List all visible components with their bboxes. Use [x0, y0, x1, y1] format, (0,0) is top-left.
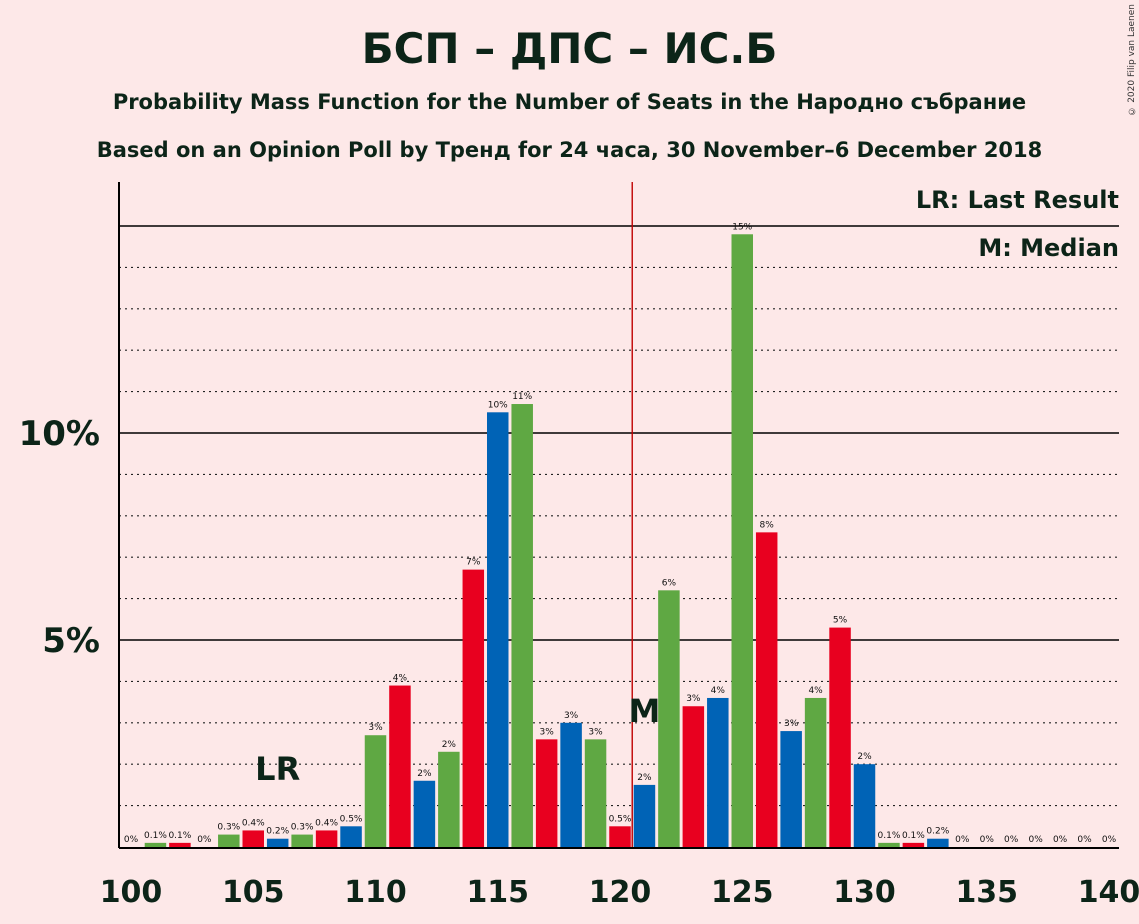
median-marker-label: M: [629, 692, 661, 730]
markers: M LR: [255, 182, 660, 847]
legend-last-result: LR: Last Result: [915, 186, 1119, 214]
bar-seat-106: [266, 838, 289, 847]
bar-value-label: 0%: [1102, 835, 1117, 845]
bar-seat-129: [829, 627, 851, 847]
x-tick-label: 105: [222, 875, 285, 910]
bar-value-label: 3%: [588, 727, 603, 737]
bar-seat-115: [487, 412, 509, 847]
axes: [118, 182, 1119, 849]
bar-seat-120: [609, 826, 631, 847]
bar-seat-105: [242, 830, 264, 847]
bar-seat-118: [560, 722, 582, 847]
y-tick-label: 10%: [19, 414, 100, 454]
bar-value-label: 0.3%: [217, 823, 240, 833]
bar-value-label: 0.1%: [168, 831, 191, 841]
last-result-marker-label: LR: [255, 750, 300, 788]
bar-value-label: 2%: [417, 769, 432, 779]
bar-seat-110: [364, 735, 387, 847]
bar-value-label: 0.4%: [242, 818, 265, 828]
bar-seat-107: [291, 834, 313, 847]
bar-value-label: 10%: [488, 400, 508, 410]
x-tick-label: 100: [100, 875, 163, 910]
bar-value-label: 0.3%: [291, 823, 314, 833]
bar-value-label: 0.2%: [926, 827, 949, 837]
x-tick-label: 120: [589, 875, 652, 910]
x-tick-label: 110: [344, 875, 407, 910]
bar-value-label: 0.1%: [902, 831, 925, 841]
bar-value-label: 0.4%: [315, 818, 338, 828]
bar-value-label: 15%: [732, 222, 752, 232]
bar-value-label: 2%: [442, 740, 457, 750]
bar-value-label: 0.2%: [266, 827, 289, 837]
bar-seat-111: [389, 685, 411, 847]
bar-value-label: 3%: [368, 723, 383, 733]
bar-value-label: 0.1%: [878, 831, 901, 841]
page-subtitle: Probability Mass Function for the Number…: [112, 90, 1027, 114]
bars: [144, 234, 949, 847]
bar-value-label: 0%: [1004, 835, 1019, 845]
bar-value-label: 6%: [662, 578, 677, 588]
bar-value-label: 0%: [1029, 835, 1044, 845]
bar-value-label: 3%: [564, 711, 579, 721]
bar-value-label: 3%: [540, 727, 555, 737]
bar-seat-133: [927, 838, 949, 847]
bar-seat-132: [902, 842, 925, 847]
bar-value-label: 0%: [124, 835, 139, 845]
x-tick-label: 135: [955, 875, 1018, 910]
bar-seat-104: [218, 834, 240, 847]
legend-median: M: Median: [978, 234, 1119, 262]
x-tick-label: 130: [833, 875, 896, 910]
bar-seat-101: [144, 842, 167, 847]
x-tick-label: 125: [711, 875, 774, 910]
bar-value-label: 7%: [466, 558, 481, 568]
bar-value-label: 4%: [808, 686, 823, 696]
bar-value-label: 0%: [955, 835, 970, 845]
bar-value-label: 0.5%: [340, 814, 363, 824]
bar-seat-117: [535, 739, 558, 847]
bar-value-label: 2%: [637, 773, 652, 783]
bar-seat-128: [804, 697, 827, 847]
bar-seat-130: [853, 764, 876, 847]
bar-value-label: 0%: [1053, 835, 1068, 845]
bar-seat-127: [780, 731, 802, 847]
bar-seat-102: [169, 842, 191, 847]
page-subtitle-source: Based on an Opinion Poll by Тренд for 24…: [96, 138, 1043, 162]
bar-value-label: 0.5%: [609, 814, 632, 824]
bar-seat-131: [878, 842, 900, 847]
bar-value-label: 11%: [512, 392, 532, 402]
gridlines: [119, 225, 1119, 807]
bar-value-label: 0%: [197, 835, 212, 845]
bar-seat-125: [731, 234, 753, 847]
bar-seat-124: [707, 697, 729, 847]
bar-value-label: 3%: [784, 719, 799, 729]
bar-value-label: 8%: [760, 520, 775, 530]
x-tick-label: 115: [466, 875, 529, 910]
bar-seat-114: [462, 569, 485, 847]
bar-value-label: 0.1%: [144, 831, 167, 841]
bar-seat-122: [658, 590, 680, 847]
x-tick-label: 140: [1078, 875, 1139, 910]
bar-seat-123: [682, 706, 705, 847]
bar-seat-121: [633, 784, 656, 847]
bar-value-label: 4%: [393, 674, 408, 684]
bar-value-label: 2%: [857, 752, 872, 762]
page-title: БСП – ДПС – ИС.Б: [361, 24, 778, 73]
bar-seat-108: [315, 830, 338, 847]
bar-seat-109: [340, 826, 362, 847]
bar-seat-119: [584, 739, 607, 847]
bar-seat-116: [511, 404, 533, 847]
y-tick-label: 5%: [42, 621, 100, 661]
bar-seat-113: [438, 751, 460, 847]
bar-value-label: 4%: [711, 686, 726, 696]
y-tick-labels: 5% 10%: [19, 414, 100, 661]
bar-value-label: 0%: [1077, 835, 1092, 845]
bar-seat-112: [413, 780, 436, 847]
bar-labels: 0% 0.1% 0.1% 0%0.3% 0.4%0.2% 0.3% 0.4% 0.5%3%4%…: [124, 222, 1117, 845]
bar-seat-126: [755, 532, 778, 847]
x-tick-labels: 100 105 110 115 120 125 130 135 140: [100, 875, 1139, 910]
bar-value-label: 3%: [686, 694, 701, 704]
bar-value-label: 5%: [833, 616, 848, 626]
bar-value-label: 0%: [980, 835, 995, 845]
